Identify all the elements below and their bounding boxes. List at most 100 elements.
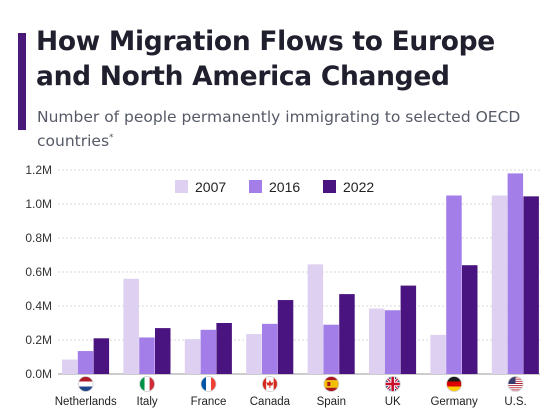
flag-stripe	[149, 376, 155, 392]
netherlands-flag-icon	[77, 376, 94, 392]
x-tick-label: Italy	[137, 396, 158, 408]
bar-2007	[123, 278, 139, 374]
chart-title: How Migration Flows to Europe and North …	[36, 26, 495, 92]
y-tick-label: 0.6M	[25, 265, 52, 279]
canada-flag-icon	[261, 376, 278, 392]
bar-2022	[400, 285, 417, 374]
flag-stripe	[446, 386, 462, 392]
flag-stripe	[446, 376, 462, 382]
bar-2007	[430, 334, 446, 374]
flag-stripe	[78, 386, 94, 392]
flag-stripe	[78, 376, 94, 382]
flag-stripe	[323, 387, 339, 392]
flag-fill	[446, 376, 462, 392]
bar-2016	[384, 310, 401, 374]
bar-2007	[491, 195, 508, 374]
flag-stripe	[446, 381, 462, 387]
flag-stripe	[391, 376, 394, 392]
legend-label-2007: 2007	[195, 179, 226, 195]
flag-stripe	[508, 388, 523, 390]
bar-2007	[62, 359, 78, 374]
flag-border	[139, 376, 156, 392]
flag-fill	[78, 376, 94, 392]
title-accent-bar	[18, 33, 26, 130]
flag-fill	[201, 376, 216, 392]
bar-2007	[307, 264, 324, 374]
flag-border	[323, 376, 340, 392]
flag-stripe	[508, 386, 523, 388]
chart-subtitle: Number of people permanently immigrating…	[37, 107, 537, 152]
legend-swatch-2007	[175, 180, 188, 193]
legend: 2007 2016 2022	[166, 175, 389, 199]
flag-stripe	[211, 376, 216, 392]
y-tick-label: 0.0M	[25, 367, 52, 381]
flag-stripe	[273, 376, 278, 392]
y-tick-label: 0.8M	[25, 231, 52, 245]
x-tick-label: Spain	[317, 396, 346, 408]
spain-emblem	[327, 382, 331, 386]
flag-fill	[323, 376, 339, 392]
bar-2016	[139, 337, 155, 374]
uk-flag-icon	[384, 376, 401, 392]
flag-border	[384, 376, 401, 392]
bar-2022	[462, 265, 478, 374]
bar-2007	[184, 339, 201, 374]
x-tick-label: Netherlands	[55, 396, 117, 408]
bar-2016	[323, 324, 339, 374]
bar-2007	[246, 334, 262, 374]
bar-chart: 0.0M 0.2M 0.4M 0.6M 0.8M 1.0M 1.2M Netherlands I…	[25, 163, 540, 408]
us-flag-icon	[507, 376, 524, 392]
flag-stripe	[508, 390, 523, 392]
legend-label-2016: 2016	[269, 179, 300, 195]
flag-stripe	[508, 387, 523, 389]
flag-stripe	[139, 376, 145, 392]
flag-border	[261, 376, 278, 392]
legend-swatch-2022	[323, 180, 336, 193]
flag-fill	[508, 376, 523, 392]
flag-stripe	[508, 385, 523, 387]
bar-2007	[369, 308, 385, 374]
flag-stripe	[262, 376, 267, 392]
spain-flag-icon	[323, 376, 340, 392]
germany-flag-icon	[446, 376, 463, 392]
france-flag-icon	[200, 376, 217, 392]
bar-2022	[523, 196, 539, 374]
subtitle-text: Number of people permanently immigrating…	[37, 108, 521, 150]
flag-border	[77, 376, 94, 392]
subtitle-footnote-marker: *	[109, 133, 114, 143]
y-tick-label: 1.0M	[25, 197, 52, 211]
flag-stripe	[323, 380, 339, 388]
flag-border	[507, 376, 524, 392]
flag-stripe	[508, 384, 523, 386]
flag-stripe	[201, 376, 206, 392]
legend-swatch-2016	[249, 180, 262, 193]
flag-fill	[385, 376, 401, 392]
legend-background	[166, 175, 389, 199]
flag-stripe	[78, 381, 94, 387]
maple-leaf	[266, 380, 274, 388]
flag-border	[200, 376, 217, 392]
flag-stripe	[508, 389, 523, 391]
flag-stripe	[144, 376, 150, 392]
bar-2022	[339, 294, 355, 374]
x-tick-label: Germany	[430, 396, 478, 408]
bar-2016	[77, 351, 94, 374]
x-tick-label: Canada	[250, 396, 291, 408]
y-tick-label: 0.4M	[25, 299, 52, 313]
flag-border	[446, 376, 463, 392]
x-tick-label: UK	[385, 396, 401, 408]
bar-2016	[262, 323, 278, 374]
bar-2016	[507, 173, 524, 374]
flag-stripe	[323, 376, 339, 381]
bar-2016	[200, 329, 217, 374]
y-tick-label: 1.2M	[25, 163, 52, 177]
bar-2022	[216, 323, 232, 374]
flag-fill	[262, 376, 278, 392]
bar-2022	[277, 300, 294, 374]
flag-stripe	[206, 376, 211, 392]
legend-label-2022: 2022	[343, 179, 374, 195]
flag-stripe	[508, 376, 516, 384]
bar-2022	[155, 328, 171, 374]
y-tick-label: 0.2M	[25, 333, 52, 347]
bar-2022	[93, 338, 110, 374]
